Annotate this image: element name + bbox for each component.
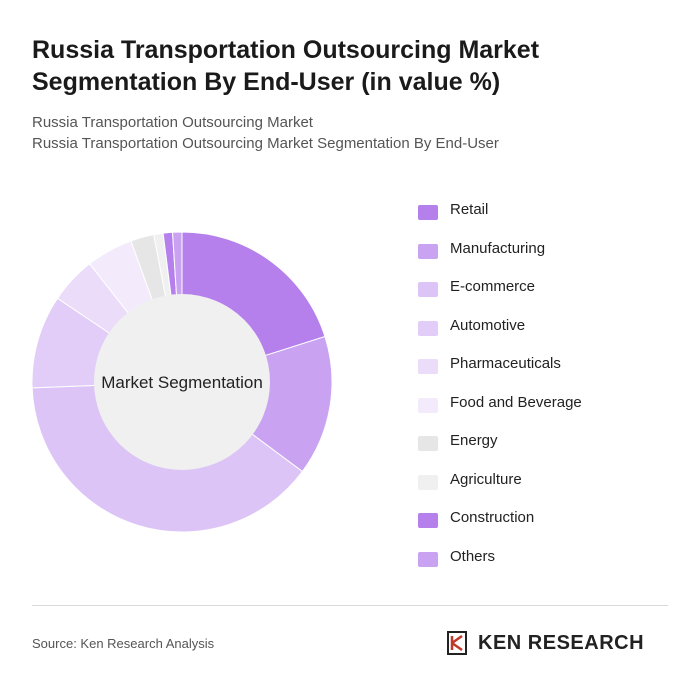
legend-swatch-automotive: [418, 320, 438, 336]
ken-research-logo-icon: [447, 631, 467, 655]
chart-legend: Retail Manufacturing E-commerce Automotive P…: [418, 198, 688, 583]
donut-center-label: Market Segmentation: [101, 373, 263, 392]
legend-item-retail: Retail: [418, 198, 688, 237]
legend-swatch-retail: [418, 205, 438, 220]
legend-label-retail: Retail: [450, 201, 489, 218]
legend-swatch-agriculture: [418, 474, 438, 490]
legend-label-construction: Construction: [450, 509, 535, 526]
chart-subtitle-segmentation: Russia Transportation Outsourcing Market…: [32, 135, 499, 152]
source-note: Source: Ken Research Analysis: [32, 636, 215, 651]
legend-item-construction: Construction: [418, 506, 688, 545]
legend-swatch-e-commerce: [418, 282, 438, 297]
legend-item-automotive: Automotive: [418, 314, 688, 353]
legend-swatch-pharmaceuticals: [418, 359, 438, 374]
ken-research-wordmark: KEN RESEARCH: [478, 632, 645, 654]
legend-label-automotive: Automotive: [450, 316, 526, 334]
donut-center: [94, 294, 270, 470]
legend-label-food-and-beverage: Food and Beverage: [450, 393, 582, 411]
legend-label-manufacturing: Manufacturing: [450, 239, 546, 257]
legend-item-food-and-beverage: Food and Beverage: [418, 391, 688, 430]
footer-divider: [32, 605, 668, 606]
legend-label-pharmaceuticals: Pharmaceuticals: [450, 355, 561, 372]
legend-swatch-manufacturing: [418, 243, 438, 259]
legend-swatch-construction: [418, 513, 438, 528]
legend-label-energy: Energy: [450, 432, 498, 449]
legend-item-pharmaceuticals: Pharmaceuticals: [418, 352, 688, 391]
legend-item-energy: Energy: [418, 429, 688, 468]
legend-swatch-food-and-beverage: [418, 397, 438, 413]
legend-item-manufacturing: Manufacturing: [418, 237, 688, 276]
legend-item-agriculture: Agriculture: [418, 468, 688, 507]
donut-chart: Market Segmentation: [32, 232, 332, 532]
legend-label-e-commerce: E-commerce: [450, 278, 536, 295]
legend-swatch-others: [418, 551, 438, 567]
ken-research-logo: KEN RESEARCH: [446, 628, 671, 658]
legend-item-others: Others: [418, 545, 688, 584]
legend-swatch-energy: [418, 436, 438, 451]
chart-title: Russia Transportation Outsourcing Market…: [32, 36, 540, 96]
chart-subtitle-market: Russia Transportation Outsourcing Market: [32, 114, 313, 131]
legend-label-agriculture: Agriculture: [450, 470, 522, 488]
legend-item-e-commerce: E-commerce: [418, 275, 688, 314]
legend-label-others: Others: [450, 547, 496, 565]
